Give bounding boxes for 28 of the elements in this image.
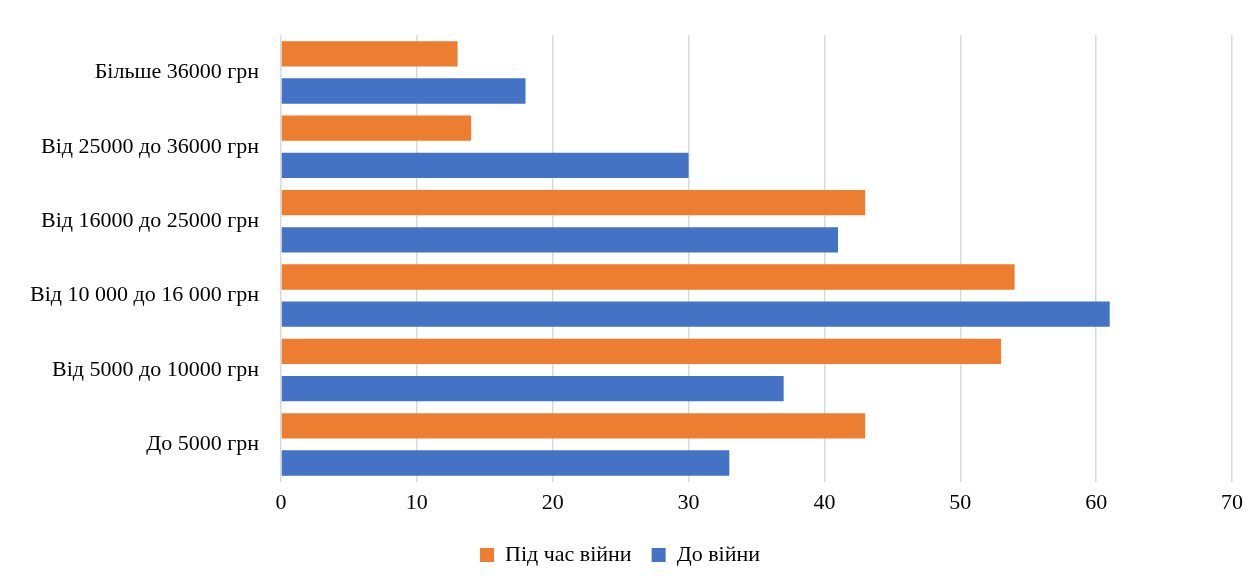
legend-label: До війни [676,540,761,566]
y-tick-label: Від 5000 до 10000 грн [51,355,260,381]
y-tick-label: Більше 36000 грн [94,58,260,84]
y-tick-label: Від 25000 до 36000 грн [40,132,260,158]
bar [281,115,472,141]
y-tick-label: Від 10 000 до 16 000 грн [29,281,260,307]
bar [281,264,1015,290]
x-tick-label: 30 [677,488,700,514]
x-tick-label: 40 [813,488,836,514]
bar [281,189,866,216]
x-tick-label: 50 [949,488,972,514]
bar [281,301,1110,327]
bar [281,41,458,67]
legend-label: Під час війни [505,540,632,566]
bar [281,227,838,253]
x-tick-label: 10 [405,488,428,514]
bar [281,375,784,402]
x-tick-label: 70 [1221,488,1243,514]
bar [281,78,526,104]
bar [281,152,689,179]
bar [281,338,1002,365]
y-tick-label: Від 16000 до 25000 грн [40,206,260,232]
y-tick-label: До 5000 грн [146,430,260,456]
x-tick-label: 20 [541,488,564,514]
bar [281,413,866,439]
x-tick-label: 60 [1085,488,1108,514]
x-tick-label: 0 [275,488,287,514]
bar [281,450,730,476]
